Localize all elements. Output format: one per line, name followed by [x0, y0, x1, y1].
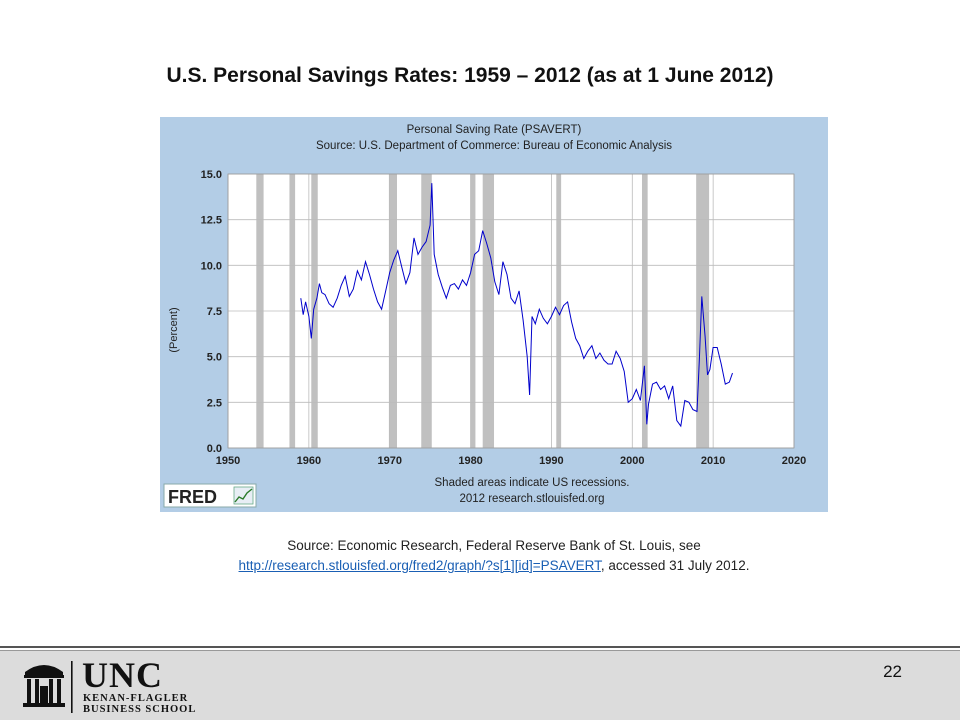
y-tick-label: 15.0 — [201, 169, 222, 181]
fred-logo-box — [163, 483, 257, 508]
x-tick-label: 2020 — [782, 455, 806, 467]
x-tick-label: 2000 — [620, 455, 644, 467]
chart-svg: Personal Saving Rate (PSAVERT) Source: U… — [160, 117, 828, 512]
chart-icon — [233, 486, 254, 505]
y-tick-label: 2.5 — [207, 397, 222, 409]
y-tick-label: 0.0 — [207, 443, 222, 455]
logo-line1: KENAN-FLAGLER — [83, 693, 189, 704]
chart-title: Personal Saving Rate (PSAVERT) — [407, 124, 582, 136]
source-suffix: , accessed 31 July 2012. — [600, 558, 750, 573]
x-tick-label: 1990 — [539, 455, 563, 467]
series-line — [300, 183, 733, 428]
x-tick-label: 1970 — [377, 455, 401, 467]
logo-line2: BUSINESS SCHOOL — [83, 704, 197, 715]
axis-ticks: 0.0 2.5 5.0 7.5 10.0 12.5 15.0 1950 1960 1970 1980… — [201, 169, 807, 467]
fred-chart: Personal Saving Rate (PSAVERT) Source: U… — [160, 117, 828, 512]
footer-rule — [0, 646, 960, 648]
footer-band — [0, 650, 960, 720]
plot-border — [227, 173, 795, 449]
y-tick-label: 5.0 — [207, 352, 222, 364]
x-tick-label: 1950 — [216, 455, 240, 467]
y-tick-label: 7.5 — [207, 306, 222, 318]
y-tick-label: 12.5 — [201, 215, 222, 227]
y-axis-label: (Percent) — [168, 307, 180, 352]
chart-subtitle: Source: U.S. Department of Commerce: Bur… — [316, 140, 672, 152]
y-tick-label: 10.0 — [201, 260, 222, 272]
x-tick-label: 1960 — [297, 455, 321, 467]
footer-rule-inner — [0, 650, 960, 651]
logo-unc: UNC — [82, 655, 163, 695]
page-number: 22 — [883, 662, 902, 681]
x-tick-label: 1980 — [458, 455, 482, 467]
fred-logo-text: FRED — [168, 487, 217, 507]
chart-note-source: 2012 research.stlouisfed.org — [459, 493, 604, 505]
unc-logo: UNC KENAN-FLAGLER BUSINESS SCHOOL — [22, 655, 262, 716]
x-tick-label: 2010 — [701, 455, 725, 467]
slide-title: U.S. Personal Savings Rates: 1959 – 2012… — [166, 64, 774, 87]
source-text: Source: Economic Research, Federal Reser… — [287, 538, 701, 553]
chart-note-recessions: Shaded areas indicate US recessions. — [435, 477, 630, 489]
fred-logo: FRED — [163, 483, 257, 508]
source-link[interactable]: http://research.stlouisfed.org/fred2/gra… — [238, 558, 601, 573]
source-citation: Source: Economic Research, Federal Reser… — [160, 536, 828, 576]
old-well-icon — [23, 661, 73, 713]
